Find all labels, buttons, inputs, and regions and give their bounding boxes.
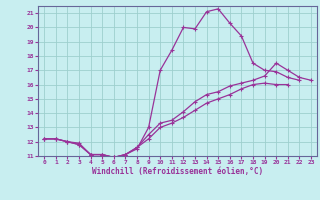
X-axis label: Windchill (Refroidissement éolien,°C): Windchill (Refroidissement éolien,°C): [92, 167, 263, 176]
